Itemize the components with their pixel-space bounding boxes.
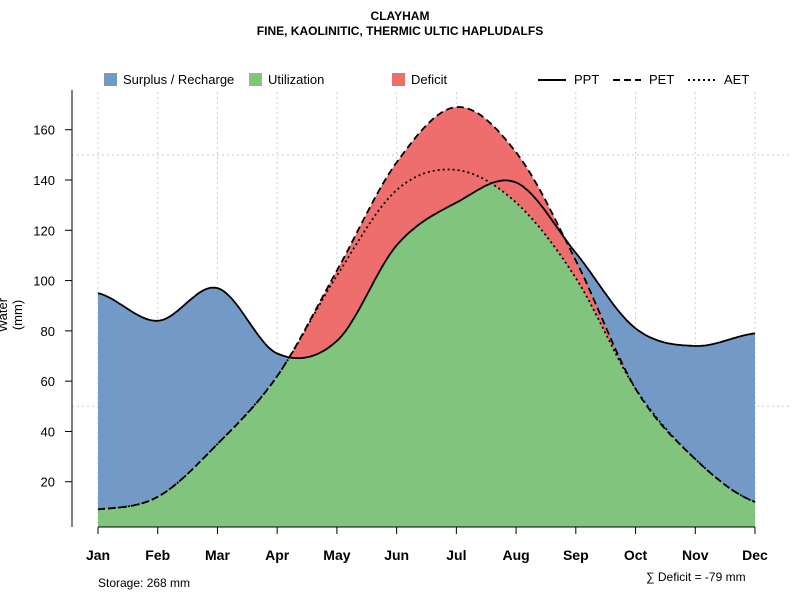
x-tick-label-aug: Aug (502, 547, 529, 563)
y-tick-label: 160 (33, 123, 55, 138)
y-tick-label: 140 (33, 173, 55, 188)
y-axis-label: Water (mm) (0, 297, 25, 333)
storage-note: Storage: 268 mm (98, 576, 191, 590)
x-tick-label-jun: Jun (384, 547, 409, 563)
legend-ppt-label: PPT (574, 72, 600, 87)
x-tick-label-dec: Dec (742, 547, 768, 563)
x-tick-label-jan: Jan (86, 547, 110, 563)
y-tick-label: 100 (33, 274, 55, 289)
legend-ppt: PPT (538, 72, 599, 87)
y-tick-label: 60 (41, 374, 55, 389)
x-tick-label-nov: Nov (682, 547, 709, 563)
x-tick-label-oct: Oct (624, 547, 648, 563)
x-tick-label-feb: Feb (145, 547, 170, 563)
x-tick-label-jul: Jul (446, 547, 466, 563)
deficit-swatch (392, 73, 405, 86)
x-tick-label-apr: Apr (265, 547, 290, 563)
legend-pet-label: PET (649, 72, 675, 87)
chart-title: CLAYHAM (370, 9, 430, 23)
x-tick-label-sep: Sep (563, 547, 589, 563)
deficit-sum-note: ∑ Deficit = -79 mm (646, 570, 746, 584)
legend-deficit: Deficit (392, 72, 447, 87)
utilization-swatch (249, 73, 262, 86)
y-tick-label: 80 (41, 324, 55, 339)
legend-deficit-label: Deficit (411, 72, 448, 87)
legend-pet: PET (613, 72, 674, 87)
axes: 20 40 60 80 100 120 140 160 Jan Feb Mar Apr May Jun Ju… (33, 90, 768, 563)
y-tick-label: 20 (41, 475, 55, 490)
ppt-key-icon (538, 78, 566, 81)
aet-key-icon (688, 78, 716, 81)
ppt-line (97, 179, 756, 360)
y-tick-label: 40 (41, 424, 55, 439)
pet-line (97, 106, 756, 511)
x-tick-label-may: May (323, 547, 350, 563)
legend-surplus-label: Surplus / Recharge (123, 72, 235, 87)
y-tick-label: 120 (33, 223, 55, 238)
legend-utilization: Utilization (249, 72, 324, 87)
surplus-swatch (104, 73, 117, 86)
chart-subtitle: FINE, KAOLINITIC, THERMIC ULTIC HAPLUDAL… (256, 24, 544, 38)
pet-key-icon (613, 78, 641, 81)
legend-aet-label: AET (724, 72, 750, 87)
legend-aet: AET (688, 72, 749, 87)
x-tick-label-mar: Mar (205, 547, 230, 563)
legend-surplus: Surplus / Recharge (104, 72, 234, 87)
legend-utilization-label: Utilization (268, 72, 325, 87)
utilization-area (98, 183, 755, 528)
